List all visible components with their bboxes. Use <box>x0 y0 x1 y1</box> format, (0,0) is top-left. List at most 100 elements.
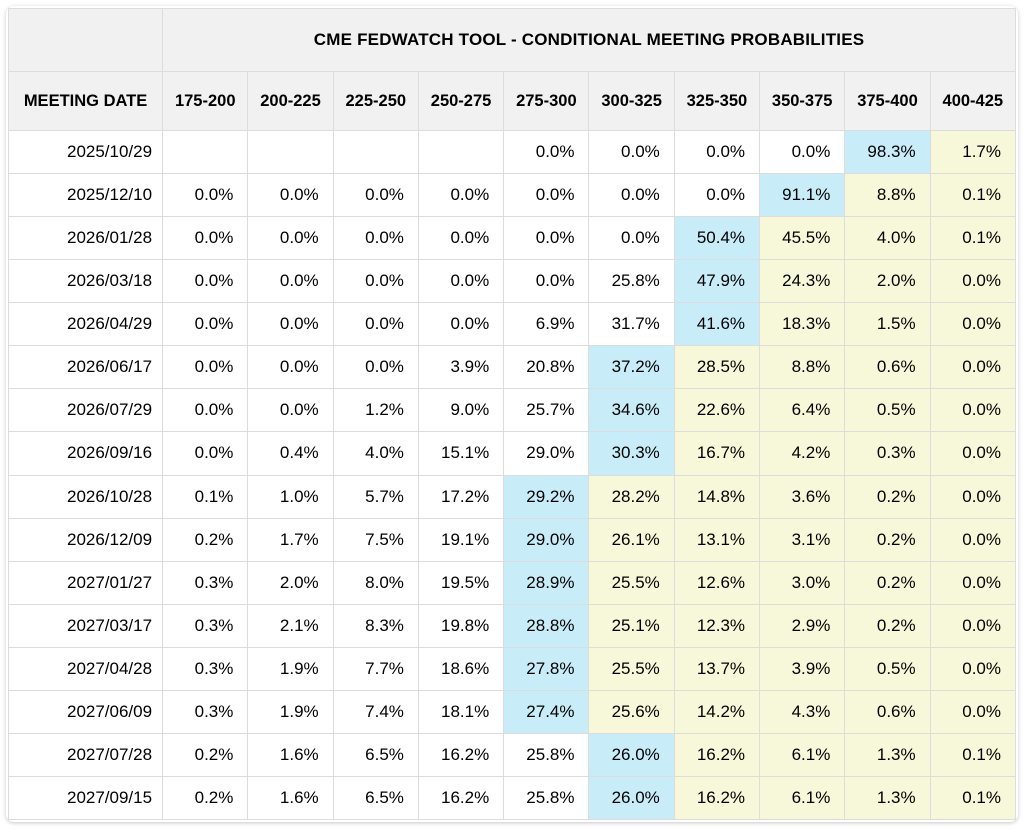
probability-cell: 4.0% <box>844 216 931 261</box>
probability-cell: 0.0% <box>247 388 334 433</box>
probability-cell: 16.2% <box>417 775 505 821</box>
rate-range-header: 275-300 <box>503 71 590 131</box>
probability-cell: 24.3% <box>759 259 846 304</box>
probability-cell: 18.3% <box>759 302 846 347</box>
title-row: CME FEDWATCH TOOL - CONDITIONAL MEETING … <box>7 8 1016 72</box>
probability-cell: 37.2% <box>588 345 675 390</box>
probability-cell: 7.4% <box>332 689 419 734</box>
meeting-date-cell: 2025/10/29 <box>7 129 164 175</box>
probability-cell: 14.8% <box>673 474 761 519</box>
table-row: 2027/06/09 0.3% 1.9% 7.4% 18.1% 27.4% 25.6% 14.… <box>7 689 1017 734</box>
probability-cell: 13.1% <box>673 517 761 562</box>
probability-cell: 0.1% <box>929 173 1017 218</box>
probability-cell: 0.0% <box>588 173 675 218</box>
meeting-date-cell: 2026/06/17 <box>7 345 164 390</box>
probability-cell: 28.8% <box>503 603 590 648</box>
probability-cell: 0.0% <box>332 345 419 390</box>
probability-cell: 29.2% <box>503 474 590 519</box>
probability-cell: 30.3% <box>588 431 675 476</box>
probability-cell: 28.5% <box>673 345 761 390</box>
probability-cell: 12.6% <box>673 560 761 605</box>
meeting-date-cell: 2026/01/28 <box>7 216 164 261</box>
probability-cell: 0.4% <box>247 431 334 476</box>
meeting-date-cell: 2027/06/09 <box>7 689 164 734</box>
probability-cell: 2.0% <box>844 259 931 304</box>
probability-cell: 26.0% <box>588 775 675 821</box>
probability-cell: 0.0% <box>929 388 1017 433</box>
probability-cell: 0.0% <box>417 216 505 261</box>
probability-cell: 29.0% <box>503 517 590 562</box>
probability-cell: 3.9% <box>417 345 505 390</box>
meeting-date-cell: 2026/07/29 <box>7 388 164 433</box>
table-row: 2027/01/27 0.3% 2.0% 8.0% 19.5% 28.9% 25.5% 12.… <box>7 560 1017 605</box>
probability-cell: 9.0% <box>417 388 505 433</box>
probability-cell: 0.1% <box>162 474 249 519</box>
probability-cell: 28.2% <box>588 474 675 519</box>
probability-cell: 19.5% <box>417 560 505 605</box>
table-row: 2026/09/16 0.0% 0.4% 4.0% 15.1% 29.0% 30.3% 16.… <box>7 431 1017 476</box>
probability-cell: 4.2% <box>759 431 846 476</box>
probability-cell: 0.0% <box>929 431 1017 476</box>
probability-cell: 45.5% <box>759 216 846 261</box>
probability-cell: 0.2% <box>162 775 249 821</box>
table-row: 2027/03/17 0.3% 2.1% 8.3% 19.8% 28.8% 25.1% 12.… <box>7 603 1017 648</box>
meeting-date-cell: 2027/04/28 <box>7 646 164 691</box>
probability-cell: 0.0% <box>247 302 334 347</box>
probability-cell: 0.0% <box>247 259 334 304</box>
probability-cell: 13.7% <box>673 646 761 691</box>
rate-range-header: 225-250 <box>332 71 419 131</box>
probability-cell: 2.1% <box>247 603 334 648</box>
probability-cell: 1.9% <box>247 689 334 734</box>
probability-cell: 0.1% <box>929 775 1017 821</box>
probability-cell: 1.7% <box>247 517 334 562</box>
meeting-date-cell: 2027/09/15 <box>7 775 164 821</box>
probability-cell: 0.0% <box>332 259 419 304</box>
probability-cell: 0.0% <box>162 259 249 304</box>
meeting-date-header: MEETING DATE <box>7 71 164 131</box>
probability-cell: 7.5% <box>332 517 419 562</box>
rate-range-header: 350-375 <box>759 71 846 131</box>
probability-cell: 0.0% <box>503 259 590 304</box>
probability-cell: 0.3% <box>162 689 249 734</box>
probability-cell: 0.2% <box>844 517 931 562</box>
probability-cell: 14.2% <box>673 689 761 734</box>
probability-cell: 6.1% <box>759 775 846 821</box>
probability-cell: 0.3% <box>162 603 249 648</box>
table-row: 2026/01/28 0.0% 0.0% 0.0% 0.0% 0.0% 0.0% 50.4% 4… <box>7 216 1017 261</box>
probability-cell: 0.2% <box>844 474 931 519</box>
meeting-date-cell: 2027/01/27 <box>7 560 164 605</box>
meeting-date-cell: 2026/04/29 <box>7 302 164 347</box>
corner-cell <box>7 8 164 72</box>
probability-cell: 34.6% <box>588 388 675 433</box>
probability-cell: 20.8% <box>503 345 590 390</box>
probability-cell: 3.0% <box>759 560 846 605</box>
probability-cell: 0.0% <box>503 216 590 261</box>
rate-range-header: 300-325 <box>588 71 675 131</box>
meeting-date-cell: 2026/09/16 <box>7 431 164 476</box>
probability-cell: 0.3% <box>162 560 249 605</box>
probability-cell: 16.2% <box>417 732 505 777</box>
meeting-date-cell: 2027/07/28 <box>7 732 164 777</box>
probability-cell: 16.2% <box>673 775 761 821</box>
probability-cell: 1.7% <box>929 129 1017 175</box>
table-row: 2025/12/10 0.0% 0.0% 0.0% 0.0% 0.0% 0.0% 0.0% 91… <box>7 173 1017 218</box>
probability-cell: 1.9% <box>247 646 334 691</box>
probability-cell: 8.3% <box>332 603 419 648</box>
probability-cell: 91.1% <box>759 173 846 218</box>
probability-cell: 27.8% <box>503 646 590 691</box>
rate-range-header: 400-425 <box>929 71 1017 131</box>
probability-cell: 0.5% <box>844 388 931 433</box>
probability-cell: 0.6% <box>844 345 931 390</box>
probability-cell: 0.0% <box>162 173 249 218</box>
probability-cell: 0.0% <box>929 517 1017 562</box>
probability-cell: 1.6% <box>247 732 334 777</box>
probability-cell: 3.6% <box>759 474 846 519</box>
probability-cell: 0.0% <box>417 302 505 347</box>
probability-cell: 25.1% <box>588 603 675 648</box>
probability-cell: 0.0% <box>588 216 675 261</box>
probability-cell: 15.1% <box>417 431 505 476</box>
meeting-date-cell: 2026/12/09 <box>7 517 164 562</box>
probability-cell: 0.2% <box>844 603 931 648</box>
probability-cell: 0.0% <box>929 603 1017 648</box>
probability-cell: 6.9% <box>503 302 590 347</box>
